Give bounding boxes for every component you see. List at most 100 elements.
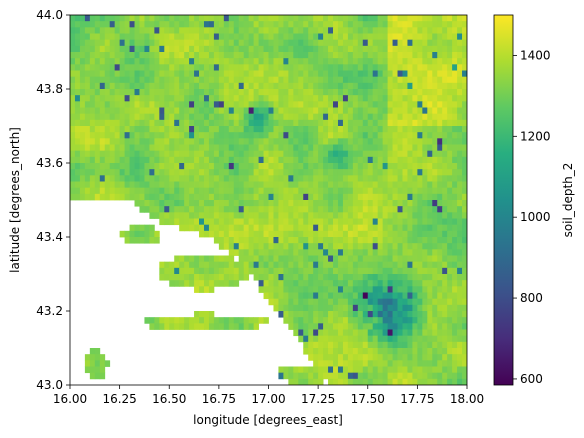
raster-cell [328,21,334,28]
raster-cell [377,317,384,324]
raster-cell [119,45,125,53]
raster-cell [437,280,443,287]
raster-cell [144,132,150,139]
raster-cell [189,163,195,170]
y-tick-label: 43.4 [36,230,63,244]
raster-cell [412,89,418,96]
raster-cell [233,280,240,287]
raster-cell [422,193,428,201]
raster-cell [328,132,334,139]
raster-cell [203,261,210,269]
raster-cell [397,58,403,65]
raster-cell [422,163,428,170]
raster-cell [199,286,205,293]
raster-cell [253,107,259,115]
raster-cell [313,82,319,90]
raster-cell [70,70,76,78]
raster-cell [457,169,463,176]
raster-cell [223,261,230,269]
raster-cell [263,119,269,127]
raster-cell [223,82,230,90]
raster-cell [109,175,116,182]
raster-cell [273,249,279,256]
raster-cell [422,230,428,238]
raster-cell [452,76,458,84]
raster-cell [452,341,458,349]
raster-cell [342,243,349,250]
raster-cell [248,163,255,170]
raster-cell [318,107,324,115]
raster-cell [367,206,374,213]
raster-cell [139,33,145,41]
raster-cell [70,21,76,28]
raster-cell [169,280,175,287]
raster-cell [149,206,155,213]
raster-cell [218,156,225,164]
raster-cell [437,261,443,269]
raster-cell [392,45,398,53]
raster-cell [194,193,200,201]
raster-cell [397,274,403,281]
raster-cell [382,224,388,232]
raster-cell [169,187,175,195]
raster-cell [432,156,438,164]
raster-cell [387,255,393,263]
raster-cell [357,311,364,318]
raster-cell [372,261,379,269]
raster-cell [367,181,374,189]
raster-cell [94,138,101,145]
raster-cell [427,181,433,189]
raster-cell [99,45,106,53]
raster-cell [199,187,205,195]
raster-cell [328,366,334,374]
raster-cell [139,27,145,34]
raster-cell [397,335,403,343]
raster-cell [462,15,467,22]
raster-cell [377,70,384,78]
raster-cell [397,21,403,28]
raster-cell [422,255,428,263]
raster-cell [402,360,408,367]
raster-cell [437,372,443,380]
raster-cell [427,218,433,226]
raster-cell [199,119,205,127]
raster-cell [432,372,438,380]
raster-cell [238,119,245,127]
raster-cell [139,76,145,84]
raster-cell [79,82,86,90]
raster-cell [169,169,175,176]
raster-cell [258,249,264,256]
raster-cell [288,169,294,176]
raster-cell [347,366,354,374]
raster-cell [447,255,453,263]
raster-cell [283,274,289,281]
raster-cell [248,45,255,53]
raster-cell [70,64,76,71]
raster-cell [313,45,319,53]
raster-cell [283,366,289,374]
raster-cell [362,323,369,330]
raster-cell [164,64,170,71]
raster-cell [144,113,150,121]
raster-cell [462,95,467,102]
raster-cell [268,230,274,238]
raster-cell [303,206,309,213]
raster-cell [169,113,175,121]
raster-cell [457,280,463,287]
raster-cell [129,181,135,189]
raster-cell [213,33,220,41]
raster-cell [372,64,379,71]
raster-cell [273,181,279,189]
raster-cell [347,230,354,238]
raster-cell [323,107,329,115]
raster-cell [203,144,210,152]
raster-cell [367,249,374,256]
raster-cell [99,132,106,139]
raster-cell [298,138,304,145]
raster-cell [382,206,388,213]
raster-cell [283,156,289,164]
raster-cell [347,52,354,59]
raster-cell [144,95,150,102]
raster-cell [387,89,393,96]
raster-cell [203,311,210,318]
